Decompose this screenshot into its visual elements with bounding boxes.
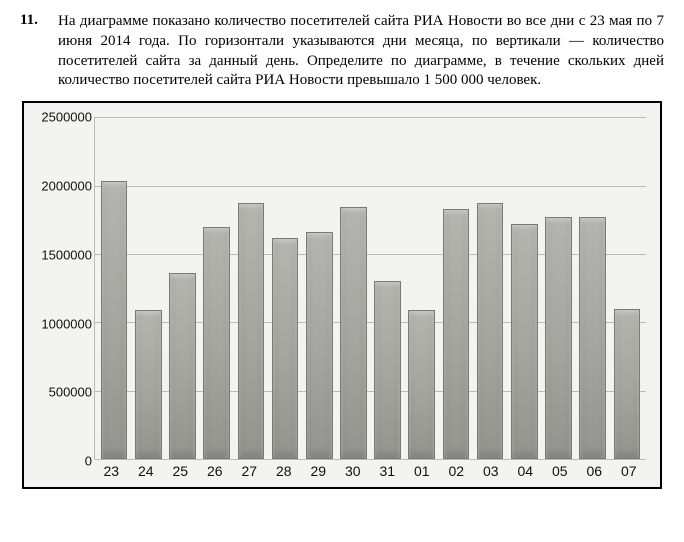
bar-slot bbox=[405, 117, 439, 459]
x-tick-label: 24 bbox=[129, 461, 164, 483]
bar bbox=[101, 181, 128, 459]
bar-slot bbox=[131, 117, 165, 459]
chart-plot: 23242526272829303101020304050607 0 500000… bbox=[30, 109, 654, 483]
x-tick-label: 02 bbox=[439, 461, 474, 483]
x-tick-label: 30 bbox=[336, 461, 371, 483]
bar-slot bbox=[165, 117, 199, 459]
x-axis-labels: 23242526272829303101020304050607 bbox=[94, 461, 646, 483]
bar bbox=[477, 203, 504, 459]
bar bbox=[238, 203, 265, 459]
x-tick-label: 07 bbox=[612, 461, 647, 483]
bar bbox=[203, 227, 230, 460]
bar bbox=[408, 310, 435, 459]
bar-slot bbox=[439, 117, 473, 459]
bar-slot bbox=[541, 117, 575, 459]
bar bbox=[443, 209, 470, 459]
chart-area bbox=[94, 117, 646, 459]
bar-slot bbox=[507, 117, 541, 459]
gridline bbox=[95, 459, 646, 460]
bar bbox=[545, 217, 572, 459]
bar-slot bbox=[336, 117, 370, 459]
x-tick-label: 31 bbox=[370, 461, 405, 483]
bar-slot bbox=[302, 117, 336, 459]
bar bbox=[511, 224, 538, 459]
x-tick-label: 23 bbox=[94, 461, 129, 483]
bar bbox=[169, 273, 196, 459]
bar bbox=[579, 217, 606, 459]
bar-slot bbox=[268, 117, 302, 459]
y-tick-label: 1000000 bbox=[36, 316, 92, 331]
bar-slot bbox=[97, 117, 131, 459]
y-tick-label: 2000000 bbox=[36, 178, 92, 193]
y-tick-label: 500000 bbox=[36, 385, 92, 400]
chart-container: 23242526272829303101020304050607 0 500000… bbox=[22, 101, 662, 489]
problem-number: 11. bbox=[20, 12, 44, 29]
bar-slot bbox=[371, 117, 405, 459]
x-tick-label: 28 bbox=[267, 461, 302, 483]
bar-slot bbox=[576, 117, 610, 459]
bar bbox=[614, 309, 641, 459]
x-tick-label: 04 bbox=[508, 461, 543, 483]
bar-slot bbox=[234, 117, 268, 459]
x-tick-label: 29 bbox=[301, 461, 336, 483]
bar bbox=[306, 232, 333, 459]
bar-slot bbox=[473, 117, 507, 459]
y-tick-label: 2500000 bbox=[36, 110, 92, 125]
x-tick-label: 27 bbox=[232, 461, 267, 483]
bar bbox=[340, 207, 367, 459]
problem-text: На диаграмме показано количество посетит… bbox=[58, 12, 664, 91]
y-tick-label: 0 bbox=[36, 454, 92, 469]
problem-block: 11. На диаграмме показано количество пос… bbox=[20, 12, 664, 91]
x-tick-label: 03 bbox=[474, 461, 509, 483]
x-tick-label: 05 bbox=[543, 461, 578, 483]
bars-group bbox=[95, 117, 646, 459]
y-tick-label: 1500000 bbox=[36, 247, 92, 262]
x-tick-label: 25 bbox=[163, 461, 198, 483]
x-tick-label: 26 bbox=[198, 461, 233, 483]
bar bbox=[374, 281, 401, 459]
bar-slot bbox=[200, 117, 234, 459]
x-tick-label: 01 bbox=[405, 461, 440, 483]
x-tick-label: 06 bbox=[577, 461, 612, 483]
bar bbox=[135, 310, 162, 459]
bar-slot bbox=[610, 117, 644, 459]
bar bbox=[272, 238, 299, 460]
